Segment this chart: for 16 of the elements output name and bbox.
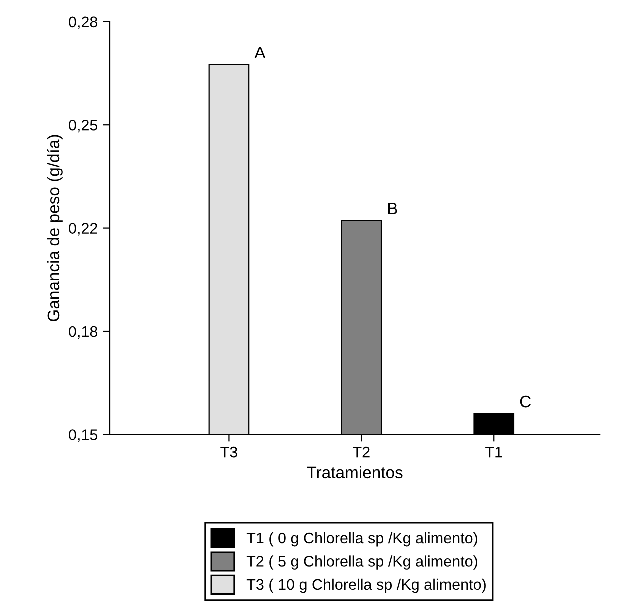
legend-label: T1 ( 0 g Chlorella sp /Kg alimento) bbox=[246, 532, 478, 547]
x-tick-label: T1 bbox=[486, 447, 502, 458]
x-tick-label: T3 bbox=[220, 446, 238, 458]
y-tick-label: 0,22 bbox=[69, 223, 98, 236]
x-tick-label: T2 bbox=[353, 446, 370, 458]
annotation: C bbox=[520, 396, 531, 408]
y-tick-label: 0,25 bbox=[69, 120, 98, 133]
legend-label: T2 ( 5 g Chlorella sp /Kg alimento) bbox=[246, 556, 478, 570]
x-axis-title: Tratamientos bbox=[307, 466, 403, 479]
y-tick-label: 0,28 bbox=[69, 16, 98, 30]
legend-label: T3 ( 10 g Chlorella sp /Kg alimento) bbox=[246, 578, 486, 594]
y-tick-label: 0,15 bbox=[69, 430, 98, 442]
y-axis-title: Ganancia de peso (g/día) bbox=[47, 135, 63, 322]
y-tick-label: 0,18 bbox=[69, 326, 98, 340]
annotation: A bbox=[254, 47, 266, 59]
annotation: B bbox=[388, 202, 398, 214]
